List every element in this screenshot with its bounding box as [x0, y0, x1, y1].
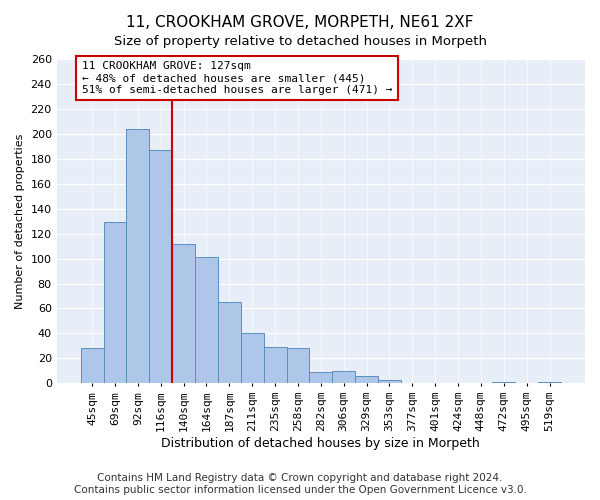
Y-axis label: Number of detached properties: Number of detached properties [15, 134, 25, 309]
Bar [172, 244, 195, 384]
Bar [287, 348, 310, 384]
Bar [493, 382, 515, 384]
Bar [218, 302, 241, 384]
Text: Size of property relative to detached houses in Morpeth: Size of property relative to detached ho… [113, 35, 487, 48]
Bar [378, 380, 401, 384]
Bar [538, 382, 561, 384]
X-axis label: Distribution of detached houses by size in Morpeth: Distribution of detached houses by size … [161, 437, 480, 450]
Bar [127, 129, 149, 384]
Text: 11 CROOKHAM GROVE: 127sqm
← 48% of detached houses are smaller (445)
51% of semi: 11 CROOKHAM GROVE: 127sqm ← 48% of detac… [82, 62, 392, 94]
Bar [195, 258, 218, 384]
Bar [149, 150, 172, 384]
Bar [310, 372, 332, 384]
Text: Contains HM Land Registry data © Crown copyright and database right 2024.
Contai: Contains HM Land Registry data © Crown c… [74, 474, 526, 495]
Bar [263, 347, 287, 384]
Bar [104, 222, 127, 384]
Text: 11, CROOKHAM GROVE, MORPETH, NE61 2XF: 11, CROOKHAM GROVE, MORPETH, NE61 2XF [126, 15, 474, 30]
Bar [332, 371, 355, 384]
Bar [80, 348, 104, 384]
Bar [241, 334, 263, 384]
Bar [355, 376, 378, 384]
